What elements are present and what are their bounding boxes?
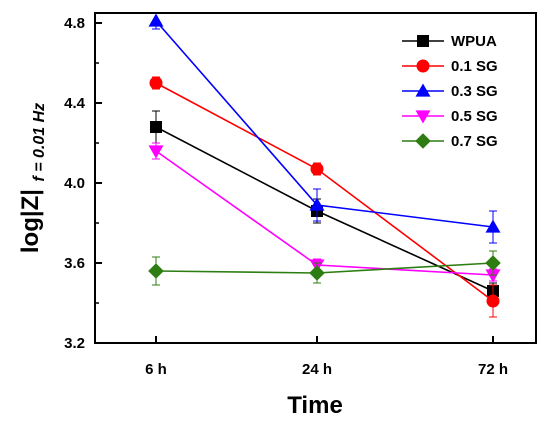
data-point — [485, 219, 501, 233]
data-point — [485, 255, 501, 271]
x-axis-title: Time — [287, 392, 343, 419]
y-axis-title-subscript: f = 0.01 Hz — [31, 103, 48, 182]
chart-axes: 6 h 24 h 72 h 3.2 3.6 4.0 4.4 4.8 — [64, 15, 508, 378]
data-point — [148, 13, 164, 27]
data-point — [486, 294, 500, 308]
y-axis-title: log|Z| f = 0.01 Hz — [17, 103, 48, 253]
chart-marks — [148, 12, 501, 318]
data-point — [310, 162, 324, 176]
series-0.7-sg — [148, 250, 501, 286]
x-tick-label: 72 h — [478, 361, 508, 378]
legend: WPUA 0.1 SG 0.3 SG 0.5 SG 0.7 SG — [402, 33, 498, 150]
legend-marker — [417, 35, 429, 47]
series-0.5-sg — [148, 142, 501, 283]
y-tick-label: 4.4 — [64, 95, 86, 112]
legend-marker — [415, 133, 431, 149]
plot-frame — [94, 12, 537, 344]
legend-label: 0.3 SG — [451, 83, 498, 100]
data-point — [148, 263, 164, 279]
legend-marker — [416, 59, 430, 73]
legend-marker — [415, 83, 431, 97]
data-point — [148, 145, 164, 159]
y-tick-label: 3.2 — [64, 335, 85, 352]
series-0.1-sg — [149, 76, 500, 318]
x-tick-label: 24 h — [302, 361, 332, 378]
data-point — [309, 265, 325, 281]
series-line — [155, 20, 494, 228]
legend-marker — [415, 110, 431, 124]
data-point — [309, 197, 325, 211]
y-axis-title-main: log|Z| — [17, 189, 44, 253]
series-line — [155, 150, 494, 276]
legend-label: 0.1 SG — [451, 58, 498, 75]
y-tick-label: 3.6 — [64, 255, 85, 272]
data-point — [150, 121, 162, 133]
legend-label: 0.5 SG — [451, 108, 498, 125]
series-0.3-sg — [148, 12, 501, 244]
data-point — [149, 76, 163, 90]
x-tick-label: 6 h — [145, 361, 167, 378]
legend-label: 0.7 SG — [451, 133, 498, 150]
legend-label: WPUA — [451, 33, 497, 50]
y-tick-label: 4.8 — [64, 15, 85, 32]
y-tick-label: 4.0 — [64, 175, 85, 192]
data-point — [485, 269, 501, 283]
